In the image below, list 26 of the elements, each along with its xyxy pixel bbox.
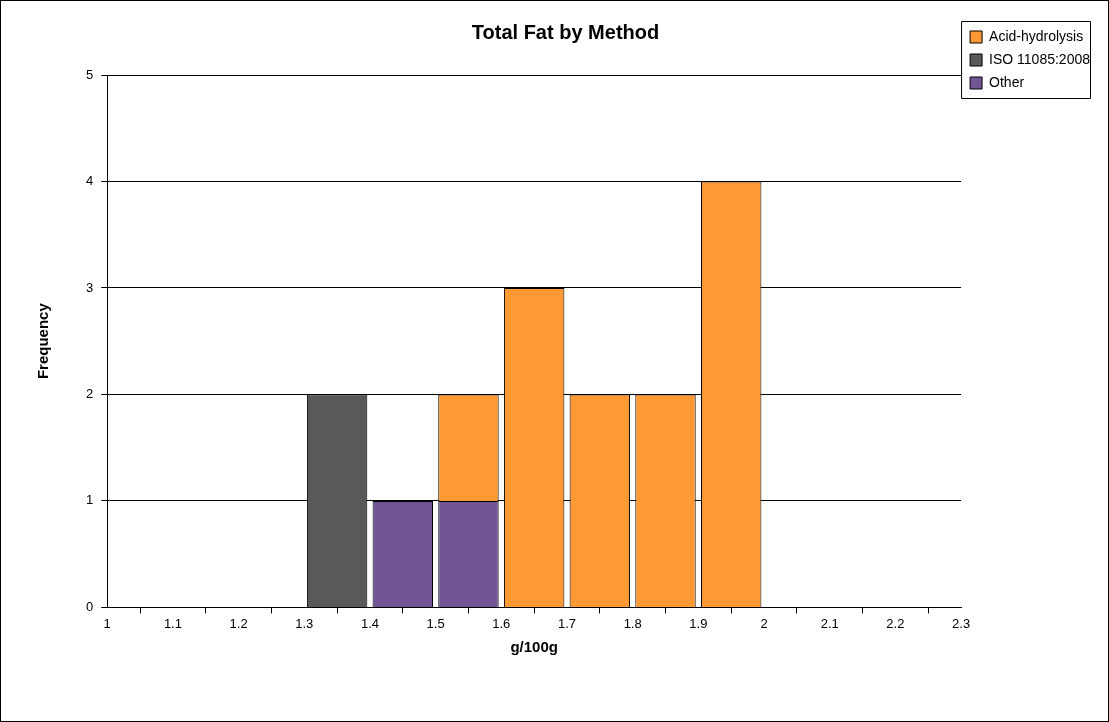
x-tick-label: 2: [760, 615, 768, 631]
x-tick-label: 1.3: [295, 615, 314, 631]
x-axis-title: g/100g: [510, 638, 558, 656]
y-tick-label: 0: [86, 598, 94, 614]
legend-label: Acid-hydrolysis: [989, 27, 1084, 44]
x-tick-label: 1.7: [557, 615, 577, 631]
x-tick-label: 1: [103, 615, 111, 631]
y-tick-label: 4: [86, 173, 94, 189]
y-tick-label: 3: [86, 279, 94, 295]
x-tick-label: 1.8: [623, 615, 642, 631]
x-tick-label: 1.6: [492, 615, 511, 631]
y-tick-label: 2: [86, 386, 94, 402]
chart-title: Total Fat by Method: [471, 20, 660, 43]
x-tick-label: 2.1: [820, 615, 839, 631]
y-axis-title: Frequency: [34, 302, 52, 380]
legend-label: Other: [989, 73, 1025, 90]
x-tick-label: 2.3: [952, 615, 971, 631]
legend-label: ISO 11085:2008: [989, 50, 1091, 67]
x-tick-label: 2.2: [886, 615, 905, 631]
x-tick-label: 1.2: [229, 615, 248, 631]
x-tick-label: 1.9: [689, 615, 708, 631]
x-tick-label: 1.1: [163, 615, 182, 631]
x-tick-label: 1.5: [426, 615, 445, 631]
y-tick-label: 1: [86, 492, 94, 508]
y-tick-label: 5: [86, 66, 94, 82]
x-tick-label: 1.4: [360, 615, 379, 631]
